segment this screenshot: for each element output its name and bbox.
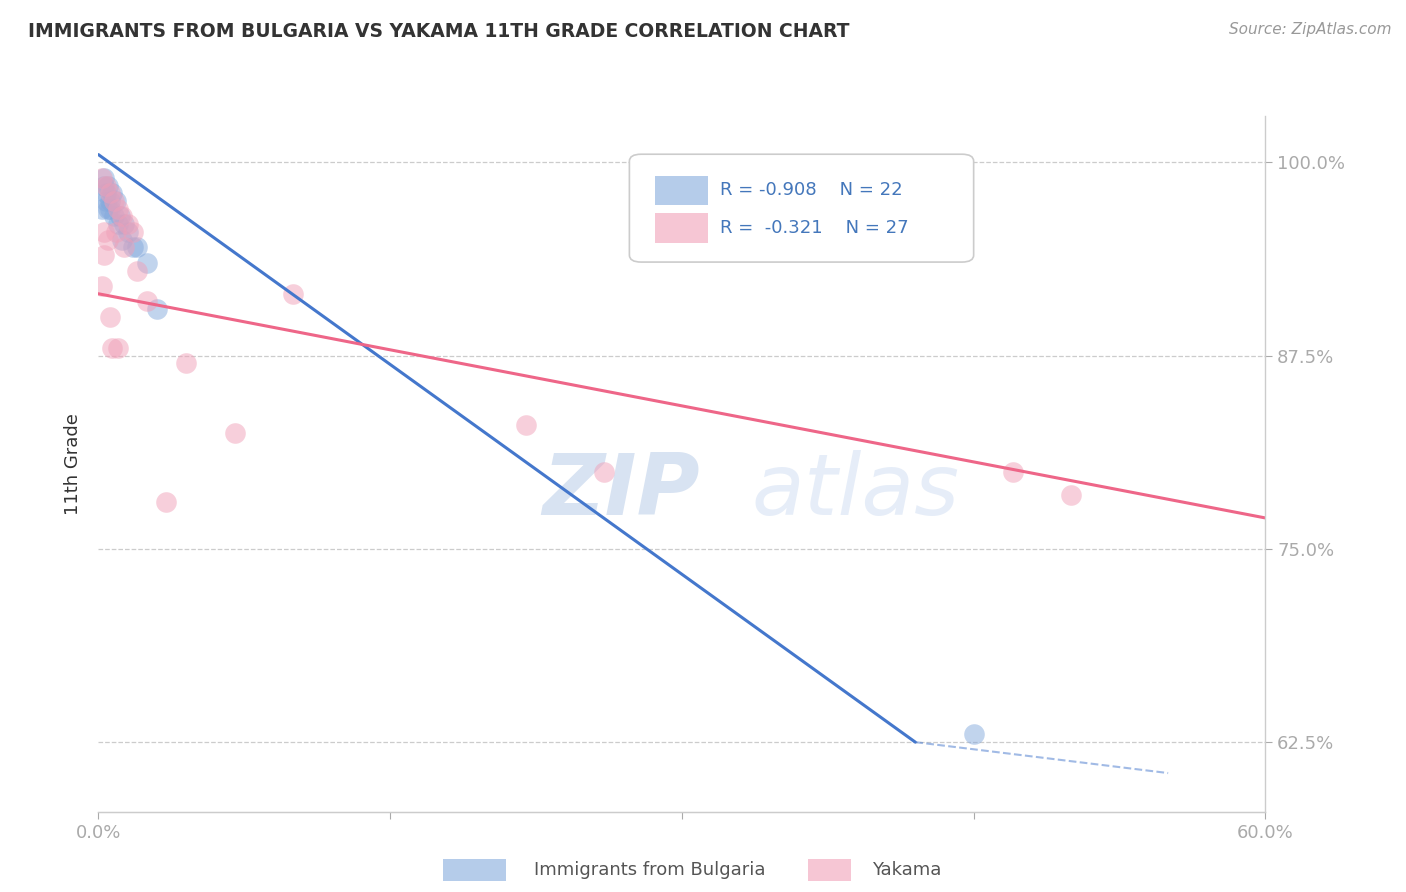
- Text: R = -0.908    N = 22: R = -0.908 N = 22: [720, 181, 903, 200]
- Point: [101, 341, 124, 355]
- Point: [93, 225, 115, 239]
- Point: [112, 217, 135, 231]
- Point: [96, 194, 118, 208]
- Point: [1060, 488, 1083, 502]
- Point: [136, 256, 159, 270]
- Text: Yakama: Yakama: [872, 861, 941, 879]
- Point: [281, 286, 304, 301]
- Point: [107, 217, 129, 231]
- Point: [104, 194, 127, 208]
- FancyBboxPatch shape: [655, 176, 707, 205]
- Point: [98, 194, 121, 208]
- Point: [103, 210, 125, 224]
- Point: [515, 418, 537, 433]
- Point: [93, 170, 115, 185]
- Point: [96, 178, 118, 193]
- Point: [127, 263, 149, 277]
- Point: [97, 233, 120, 247]
- Text: Immigrants from Bulgaria: Immigrants from Bulgaria: [534, 861, 766, 879]
- Point: [91, 279, 114, 293]
- Point: [174, 356, 197, 370]
- Point: [155, 495, 177, 509]
- Point: [224, 425, 246, 440]
- Text: IMMIGRANTS FROM BULGARIA VS YAKAMA 11TH GRADE CORRELATION CHART: IMMIGRANTS FROM BULGARIA VS YAKAMA 11TH …: [28, 22, 849, 41]
- Point: [96, 186, 118, 201]
- Text: R =  -0.321    N = 27: R = -0.321 N = 27: [720, 219, 910, 237]
- Point: [107, 202, 129, 216]
- Text: ZIP: ZIP: [541, 450, 700, 533]
- Point: [91, 202, 114, 216]
- Point: [962, 727, 984, 741]
- Point: [593, 465, 616, 479]
- Point: [111, 210, 134, 224]
- Point: [122, 240, 145, 254]
- Point: [117, 217, 139, 231]
- Point: [93, 248, 115, 262]
- Point: [104, 225, 127, 239]
- Point: [122, 225, 145, 239]
- Point: [127, 240, 149, 254]
- Point: [98, 202, 121, 216]
- Y-axis label: 11th Grade: 11th Grade: [65, 413, 83, 515]
- Point: [91, 170, 114, 185]
- Point: [93, 178, 115, 193]
- Point: [111, 233, 134, 247]
- Point: [101, 186, 124, 201]
- Point: [97, 178, 120, 193]
- FancyBboxPatch shape: [630, 154, 973, 262]
- Point: [146, 302, 169, 317]
- Point: [108, 210, 131, 224]
- Point: [136, 294, 159, 309]
- Point: [98, 310, 121, 324]
- Point: [107, 341, 129, 355]
- FancyBboxPatch shape: [655, 213, 707, 243]
- Text: Source: ZipAtlas.com: Source: ZipAtlas.com: [1229, 22, 1392, 37]
- Point: [98, 186, 121, 201]
- Point: [97, 202, 120, 216]
- Point: [112, 240, 135, 254]
- Point: [1001, 465, 1024, 479]
- Point: [117, 225, 139, 239]
- Text: atlas: atlas: [752, 450, 960, 533]
- Point: [103, 194, 125, 208]
